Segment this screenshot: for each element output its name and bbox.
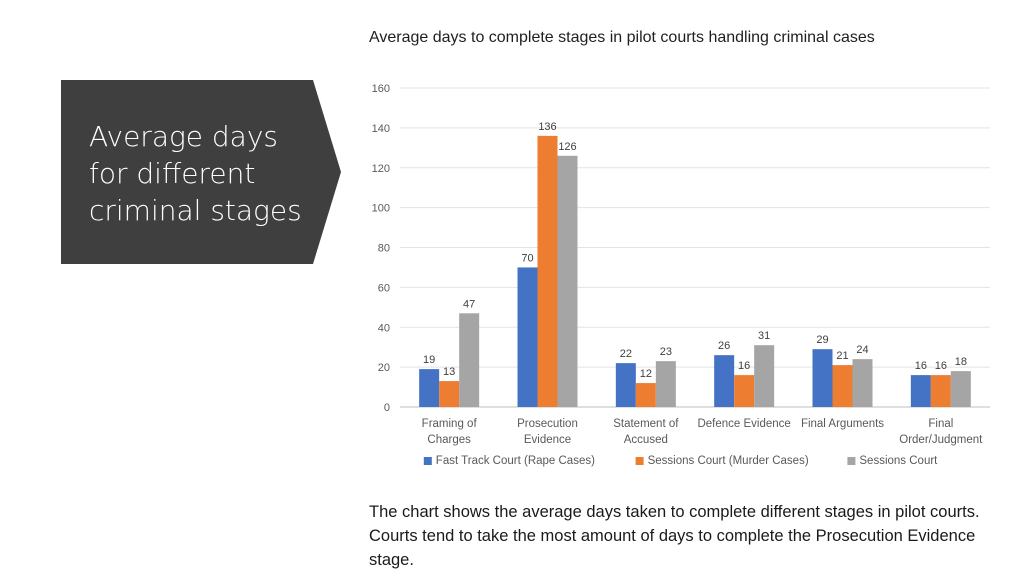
data-label: 16 bbox=[915, 360, 927, 372]
x-tick-label: Framing of bbox=[422, 418, 478, 430]
data-label: 26 bbox=[718, 340, 730, 352]
x-tick-label: Order/Judgment bbox=[899, 434, 983, 446]
bar bbox=[517, 267, 538, 407]
data-label: 136 bbox=[538, 121, 556, 133]
data-label: 31 bbox=[758, 330, 770, 342]
legend-swatch bbox=[423, 457, 432, 465]
data-label: 16 bbox=[738, 360, 750, 372]
legend-label: Sessions Court bbox=[859, 455, 938, 467]
bar bbox=[537, 135, 558, 407]
x-tick-label: Charges bbox=[427, 434, 471, 446]
legend-label: Fast Track Court (Rape Cases) bbox=[436, 455, 595, 467]
data-label: 21 bbox=[836, 350, 848, 362]
bar bbox=[832, 365, 853, 407]
y-tick-label: 160 bbox=[372, 83, 390, 95]
bar bbox=[714, 355, 735, 407]
data-label: 23 bbox=[660, 346, 672, 358]
x-tick-label: Evidence bbox=[524, 434, 571, 446]
x-tick-label: Final Arguments bbox=[801, 418, 884, 430]
x-tick-label: Statement of bbox=[613, 418, 679, 430]
data-label: 24 bbox=[856, 344, 868, 356]
bar bbox=[910, 375, 931, 407]
legend-label: Sessions Court (Murder Cases) bbox=[648, 455, 809, 467]
y-tick-label: 80 bbox=[378, 243, 390, 255]
chart-title: Average days to complete stages in pilot… bbox=[369, 29, 875, 46]
legend-swatch bbox=[635, 457, 644, 465]
bars bbox=[419, 135, 971, 407]
axes: 0 20 40 60 80 100 120 140 160 Framing of Charges Pr… bbox=[372, 83, 984, 446]
bar bbox=[930, 375, 951, 407]
bar bbox=[419, 369, 440, 407]
y-tick-label: 100 bbox=[372, 203, 390, 215]
data-label: 19 bbox=[423, 354, 435, 366]
data-label: 13 bbox=[443, 366, 455, 378]
y-tick-label: 0 bbox=[384, 402, 390, 414]
bar bbox=[754, 345, 775, 407]
data-label: 12 bbox=[640, 368, 652, 380]
legend-swatch bbox=[847, 457, 856, 465]
legend: Fast Track Court (Rape Cases) Sessions Co… bbox=[423, 455, 938, 467]
data-label: 126 bbox=[558, 141, 576, 153]
bar bbox=[655, 361, 676, 407]
x-tick-label: Prosecution bbox=[517, 418, 578, 430]
data-label: 29 bbox=[816, 334, 828, 346]
y-tick-label: 140 bbox=[372, 123, 390, 135]
bar bbox=[950, 371, 971, 407]
y-tick-label: 60 bbox=[378, 282, 390, 294]
bar bbox=[615, 363, 636, 407]
data-label: 18 bbox=[955, 356, 967, 368]
bar bbox=[812, 349, 833, 407]
bar bbox=[557, 155, 578, 407]
slide-title: Average days for different criminal stag… bbox=[89, 120, 302, 227]
bar bbox=[852, 359, 873, 407]
y-tick-label: 20 bbox=[378, 362, 390, 374]
y-tick-label: 40 bbox=[378, 322, 390, 334]
data-label: 16 bbox=[935, 360, 947, 372]
bar bbox=[635, 383, 656, 407]
chart-caption: The chart shows the average days taken t… bbox=[369, 503, 980, 569]
data-label: 47 bbox=[463, 298, 475, 310]
x-tick-label: Accused bbox=[624, 434, 668, 446]
bar bbox=[734, 375, 755, 407]
x-tick-label: Defence Evidence bbox=[697, 418, 790, 430]
bar bbox=[459, 313, 480, 407]
gridlines bbox=[400, 87, 990, 408]
bar bbox=[439, 381, 460, 407]
x-tick-label: Final bbox=[928, 418, 953, 430]
data-label: 70 bbox=[521, 252, 533, 264]
data-label: 22 bbox=[620, 348, 632, 360]
y-tick-label: 120 bbox=[372, 163, 390, 175]
